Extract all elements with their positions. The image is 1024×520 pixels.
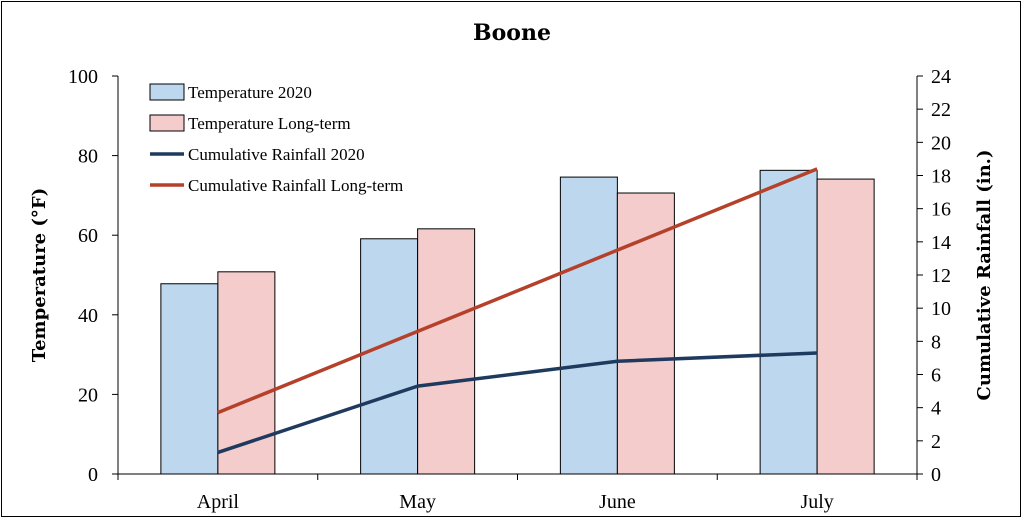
- legend-label: Cumulative Rainfall 2020: [188, 145, 365, 164]
- bar-temperature-long-term-july: [816, 178, 875, 475]
- y-axis-title-right: Cumulative Rainfall (in.): [974, 150, 995, 401]
- x-tick-label: May: [399, 491, 436, 513]
- y-tick-label-left: 100: [68, 66, 98, 88]
- bar-temperature-2020-april: [160, 283, 219, 475]
- y-tick-label-right: 16: [931, 199, 951, 221]
- x-tick-label: April: [197, 491, 240, 513]
- y-tick-label-left: 0: [88, 464, 98, 486]
- bar-temperature-2020-may: [360, 238, 419, 475]
- legend-label: Cumulative Rainfall Long-term: [188, 176, 403, 195]
- x-tick-label: June: [599, 491, 636, 513]
- y-tick-label-right: 2: [931, 431, 941, 453]
- y-tick-label-left: 40: [78, 305, 98, 327]
- legend-item: Temperature Long-term: [149, 114, 351, 133]
- bar-temperature-long-term-may: [417, 228, 476, 475]
- y-tick-label-right: 4: [931, 398, 941, 420]
- y-tick-label-right: 20: [931, 132, 951, 154]
- legend: Temperature 2020 Temperature Long-term Cum…: [149, 83, 403, 195]
- legend-item: Temperature 2020: [149, 83, 312, 102]
- bar-temperature-long-term-june: [616, 192, 675, 475]
- line-cumulative-rainfall-long-term: [217, 167, 818, 415]
- y-tick-label-right: 24: [931, 66, 951, 88]
- y-tick-label-right: 18: [931, 166, 951, 188]
- y-tick-label-right: 6: [931, 365, 941, 387]
- legend-label: Temperature 2020: [188, 83, 312, 102]
- legend-swatch: [149, 83, 185, 101]
- x-tick-label: July: [800, 491, 833, 513]
- legend-item: Cumulative Rainfall 2020: [150, 145, 365, 164]
- y-tick-label-left: 60: [78, 225, 98, 247]
- y-tick-label-right: 10: [931, 298, 951, 320]
- bar-temperature-long-term-april: [217, 271, 276, 475]
- y-tick-label-left: 20: [78, 384, 98, 406]
- bar-temperature-2020-july: [759, 169, 818, 475]
- lines-layer: [217, 167, 818, 455]
- y-tick-label-right: 12: [931, 265, 951, 287]
- legend-swatch: [149, 114, 185, 132]
- y-tick-label-right: 14: [931, 232, 951, 254]
- y-tick-label-right: 22: [931, 99, 951, 121]
- bar-temperature-2020-june: [559, 176, 618, 475]
- y-tick-label-right: 8: [931, 331, 941, 353]
- legend-item: Cumulative Rainfall Long-term: [150, 176, 403, 195]
- bars-layer: [160, 169, 875, 475]
- line-cumulative-rainfall-2020: [217, 351, 818, 455]
- y-tick-label-left: 80: [78, 146, 98, 168]
- chart-title: Boone: [473, 20, 551, 46]
- legend-label: Temperature Long-term: [188, 114, 351, 133]
- y-tick-label-right: 0: [931, 464, 941, 486]
- y-axis-title-left: Temperature (°F): [29, 188, 50, 362]
